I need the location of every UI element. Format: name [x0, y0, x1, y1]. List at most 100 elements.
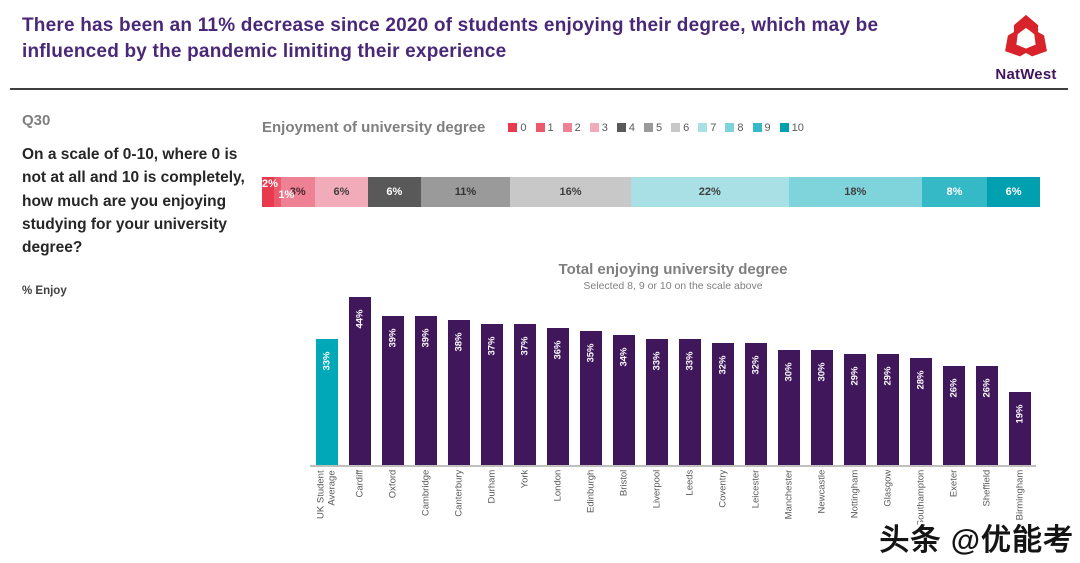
question-id: Q30: [22, 112, 51, 129]
bar-column: 33%: [673, 339, 706, 465]
bar-bristol: 34%: [612, 335, 635, 465]
bar-nottingham: 29%: [843, 354, 866, 465]
legend-label: 7: [710, 121, 717, 134]
bar-column: 38%: [442, 320, 475, 465]
x-axis-label-uk-student-average: UK Student Average: [315, 470, 338, 519]
x-axis-label-leicester: Leicester: [749, 469, 761, 509]
legend-label: 4: [628, 121, 636, 134]
legend-item-3: 3: [589, 122, 608, 134]
stacked-segment-6: 16%: [510, 177, 631, 207]
bar-value-label: 30%: [783, 362, 794, 382]
bar-value-label: 32%: [750, 355, 761, 375]
legend-swatch-0: [508, 123, 518, 132]
stacked-segment-value: 11%: [454, 186, 477, 198]
bar-value-label: 35%: [585, 343, 596, 363]
bar-column: 36%: [541, 328, 574, 465]
bar-glasgow: 29%: [876, 354, 899, 465]
bar-uk-student-average: 33%: [315, 339, 338, 465]
bar-southampton: 28%: [909, 358, 932, 465]
stacked-segment-9: 8%: [921, 177, 988, 207]
bar-value-label: 39%: [420, 328, 431, 348]
bar-birmingham: 19%: [1008, 392, 1031, 465]
header-divider: [10, 88, 1068, 90]
stacked-segment-value: 16%: [559, 186, 582, 198]
stacked-segment-value: 2%: [262, 178, 278, 190]
stacked-segment-value: 22%: [698, 186, 721, 198]
stacked-segment-value: 18%: [844, 186, 867, 198]
x-axis-label-canterbury: Canterbury: [452, 469, 464, 517]
x-axis-label-durham: Durham: [485, 469, 497, 504]
legend-item-0: 0: [508, 122, 527, 134]
legend-swatch-6: [671, 123, 681, 132]
legend-label: 2: [574, 121, 581, 134]
x-axis-label-coventry: Coventry: [716, 469, 728, 509]
stacked-segment-8: 18%: [788, 177, 922, 207]
legend-swatch-2: [562, 123, 572, 132]
bar-value-label: 26%: [948, 378, 959, 398]
bar-durham: 37%: [480, 324, 503, 465]
stacked-bar: 2% 1% 3% 6% 6% 11% 16% 22% 18% 8% 6%: [262, 177, 1041, 207]
bar-value-label: 26%: [981, 378, 992, 398]
bar-oxford: 39%: [381, 316, 404, 465]
bar-column: 44%: [343, 297, 376, 465]
bar-column: 33%: [640, 339, 673, 465]
slide-headline: There has been an 11% decrease since 202…: [22, 15, 879, 63]
bar-edinburgh: 35%: [579, 331, 602, 465]
stacked-segment-value: 6%: [333, 186, 350, 198]
bar-canterbury: 38%: [447, 320, 470, 465]
x-axis-label-york: York: [518, 469, 530, 489]
bar-column: 32%: [739, 343, 772, 465]
bar-manchester: 30%: [777, 350, 800, 465]
bar-value-label: 28%: [915, 370, 926, 390]
bar-liverpool: 33%: [645, 339, 668, 465]
bar-value-label: 29%: [882, 366, 893, 386]
charts-area: Enjoyment of university degree 0 1 2 3 4 5 6 7 8…: [262, 112, 1041, 557]
watermark: 头条 @优能考: [879, 524, 1074, 557]
legend-label: 6: [683, 121, 690, 134]
legend-item-6: 6: [671, 122, 689, 134]
legend-swatch-8: [725, 123, 735, 132]
legend-swatch-7: [698, 123, 708, 132]
legend-item-5: 5: [644, 122, 662, 134]
bar-column: 29%: [871, 354, 904, 465]
bar-column: 39%: [409, 316, 442, 465]
bar-column: 30%: [772, 350, 805, 465]
bar-chart-plot-area: 33% 44% 39% 39% 38% 37% 37% 36% 35% 34% 33% 33% 32% 3…: [310, 297, 1036, 467]
legend-label: 1: [547, 121, 554, 134]
bar-chart-subtitle: Selected 8, 9 or 10 on the scale above: [583, 280, 763, 292]
bar-value-label: 37%: [486, 336, 497, 356]
x-axis-label-oxford: Oxford: [386, 469, 398, 499]
stacked-segment-value: 3%: [289, 186, 306, 198]
stacked-chart-title: Enjoyment of university degree: [262, 119, 486, 136]
bar-column: 30%: [805, 350, 838, 465]
x-axis-label-london: London: [551, 469, 563, 502]
stacked-segment-7: 22%: [630, 177, 789, 207]
x-axis-label-leeds: Leeds: [683, 469, 695, 496]
legend-item-9: 9: [752, 122, 771, 134]
metric-label: % Enjoy: [22, 285, 67, 298]
header: There has been an 11% decrease since 202…: [22, 13, 1065, 83]
bar-leicester: 32%: [744, 343, 767, 465]
x-axis-label-cambridge: Cambridge: [419, 469, 431, 517]
x-axis-label-edinburgh: Edinburgh: [584, 469, 596, 514]
bar-chart-title: Total enjoying university degree: [558, 261, 788, 278]
legend-item-8: 8: [725, 122, 744, 134]
legend-label: 10: [791, 121, 804, 134]
bar-newcastle: 30%: [810, 350, 833, 465]
stacked-segment-value: 8%: [946, 186, 963, 198]
bar-cardiff: 44%: [348, 297, 371, 465]
bar-exeter: 26%: [942, 366, 965, 465]
stacked-chart-header: Enjoyment of university degree 0 1 2 3 4 5 6 7 8…: [262, 112, 1040, 136]
bar-column: 34%: [607, 335, 640, 465]
natwest-chevrons-icon: [987, 13, 1065, 65]
stacked-segment-value: 6%: [386, 186, 403, 198]
bar-column: 26%: [937, 366, 970, 465]
bar-value-label: 34%: [618, 347, 629, 367]
bar-column: 35%: [574, 331, 607, 465]
natwest-logo: NatWest: [987, 13, 1065, 83]
bar-value-label: 44%: [354, 309, 365, 329]
bar-column: 19%: [1003, 392, 1036, 465]
brand-name: NatWest: [995, 66, 1057, 83]
bar-chart: Total enjoying university degree Selecte…: [310, 261, 1036, 557]
